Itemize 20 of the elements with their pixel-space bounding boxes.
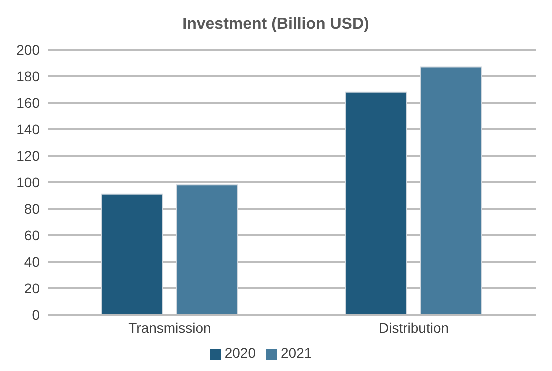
chart-title: Investment (Billion USD) (182, 15, 370, 35)
y-tick-label: 60 (24, 227, 40, 244)
y-tick-label: 100 (16, 174, 40, 190)
legend-label: 2020 (224, 345, 256, 361)
bar (420, 66, 482, 315)
y-tick-label: 140 (16, 121, 40, 138)
y-tick-label: 160 (16, 94, 40, 111)
legend-label: 2021 (281, 345, 312, 361)
y-tick-label: 40 (24, 254, 40, 270)
bar (345, 92, 408, 315)
y-tick-label: 120 (16, 148, 40, 164)
y-tick-label: 0 (32, 306, 40, 323)
bar (176, 184, 238, 315)
bar (101, 194, 164, 315)
y-tick-label: 200 (16, 42, 40, 58)
x-tick-label: Transmission (128, 320, 212, 336)
x-tick-label: Distribution (378, 320, 450, 336)
y-tick-label: 180 (16, 68, 40, 84)
y-tick-label: 80 (24, 200, 40, 217)
y-tick-label: 20 (24, 280, 40, 296)
